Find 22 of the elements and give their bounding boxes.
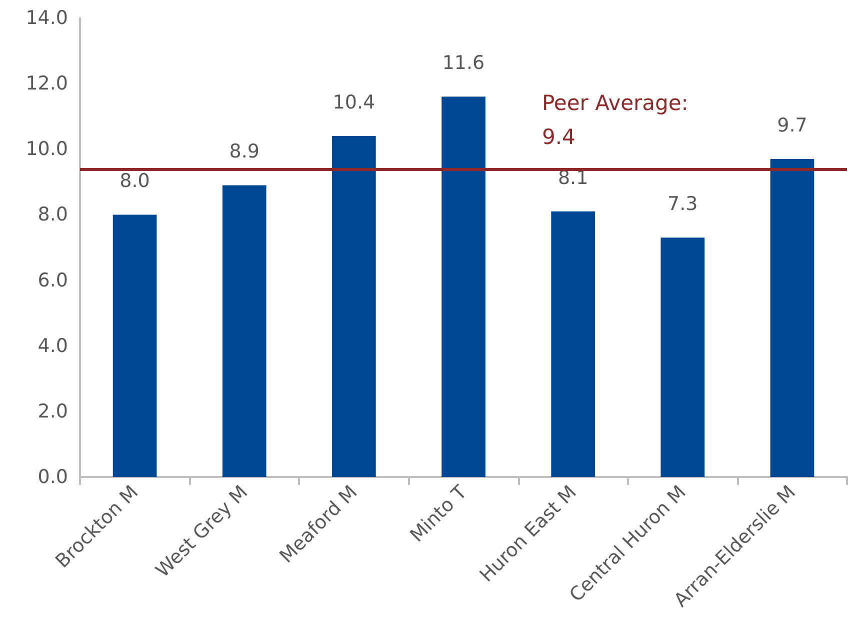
data-label: 8.9 — [229, 140, 260, 163]
y-tick-label: 0.0 — [38, 466, 68, 488]
bar — [112, 214, 157, 477]
y-tick-label: 8.0 — [38, 204, 68, 226]
bar — [222, 185, 266, 477]
bar — [551, 211, 595, 477]
bar — [660, 238, 705, 477]
data-label: 10.4 — [332, 92, 376, 114]
bar — [770, 158, 814, 477]
bar — [442, 96, 486, 477]
bar — [332, 136, 376, 477]
data-label: 7.3 — [668, 193, 698, 216]
y-tick-label: 14.0 — [26, 7, 68, 29]
y-tick-label: 6.0 — [38, 269, 68, 292]
data-label: 11.6 — [442, 52, 485, 74]
y-tick-label: 10.0 — [26, 138, 68, 160]
y-tick-label: 2.0 — [38, 400, 68, 422]
y-tick-label: 12.0 — [26, 72, 68, 95]
ref-line-label: Peer Average: 9.4 — [542, 90, 688, 149]
y-tick-label: 4.0 — [38, 334, 68, 357]
data-label: 8.0 — [120, 170, 150, 192]
data-label: 9.7 — [777, 114, 808, 136]
